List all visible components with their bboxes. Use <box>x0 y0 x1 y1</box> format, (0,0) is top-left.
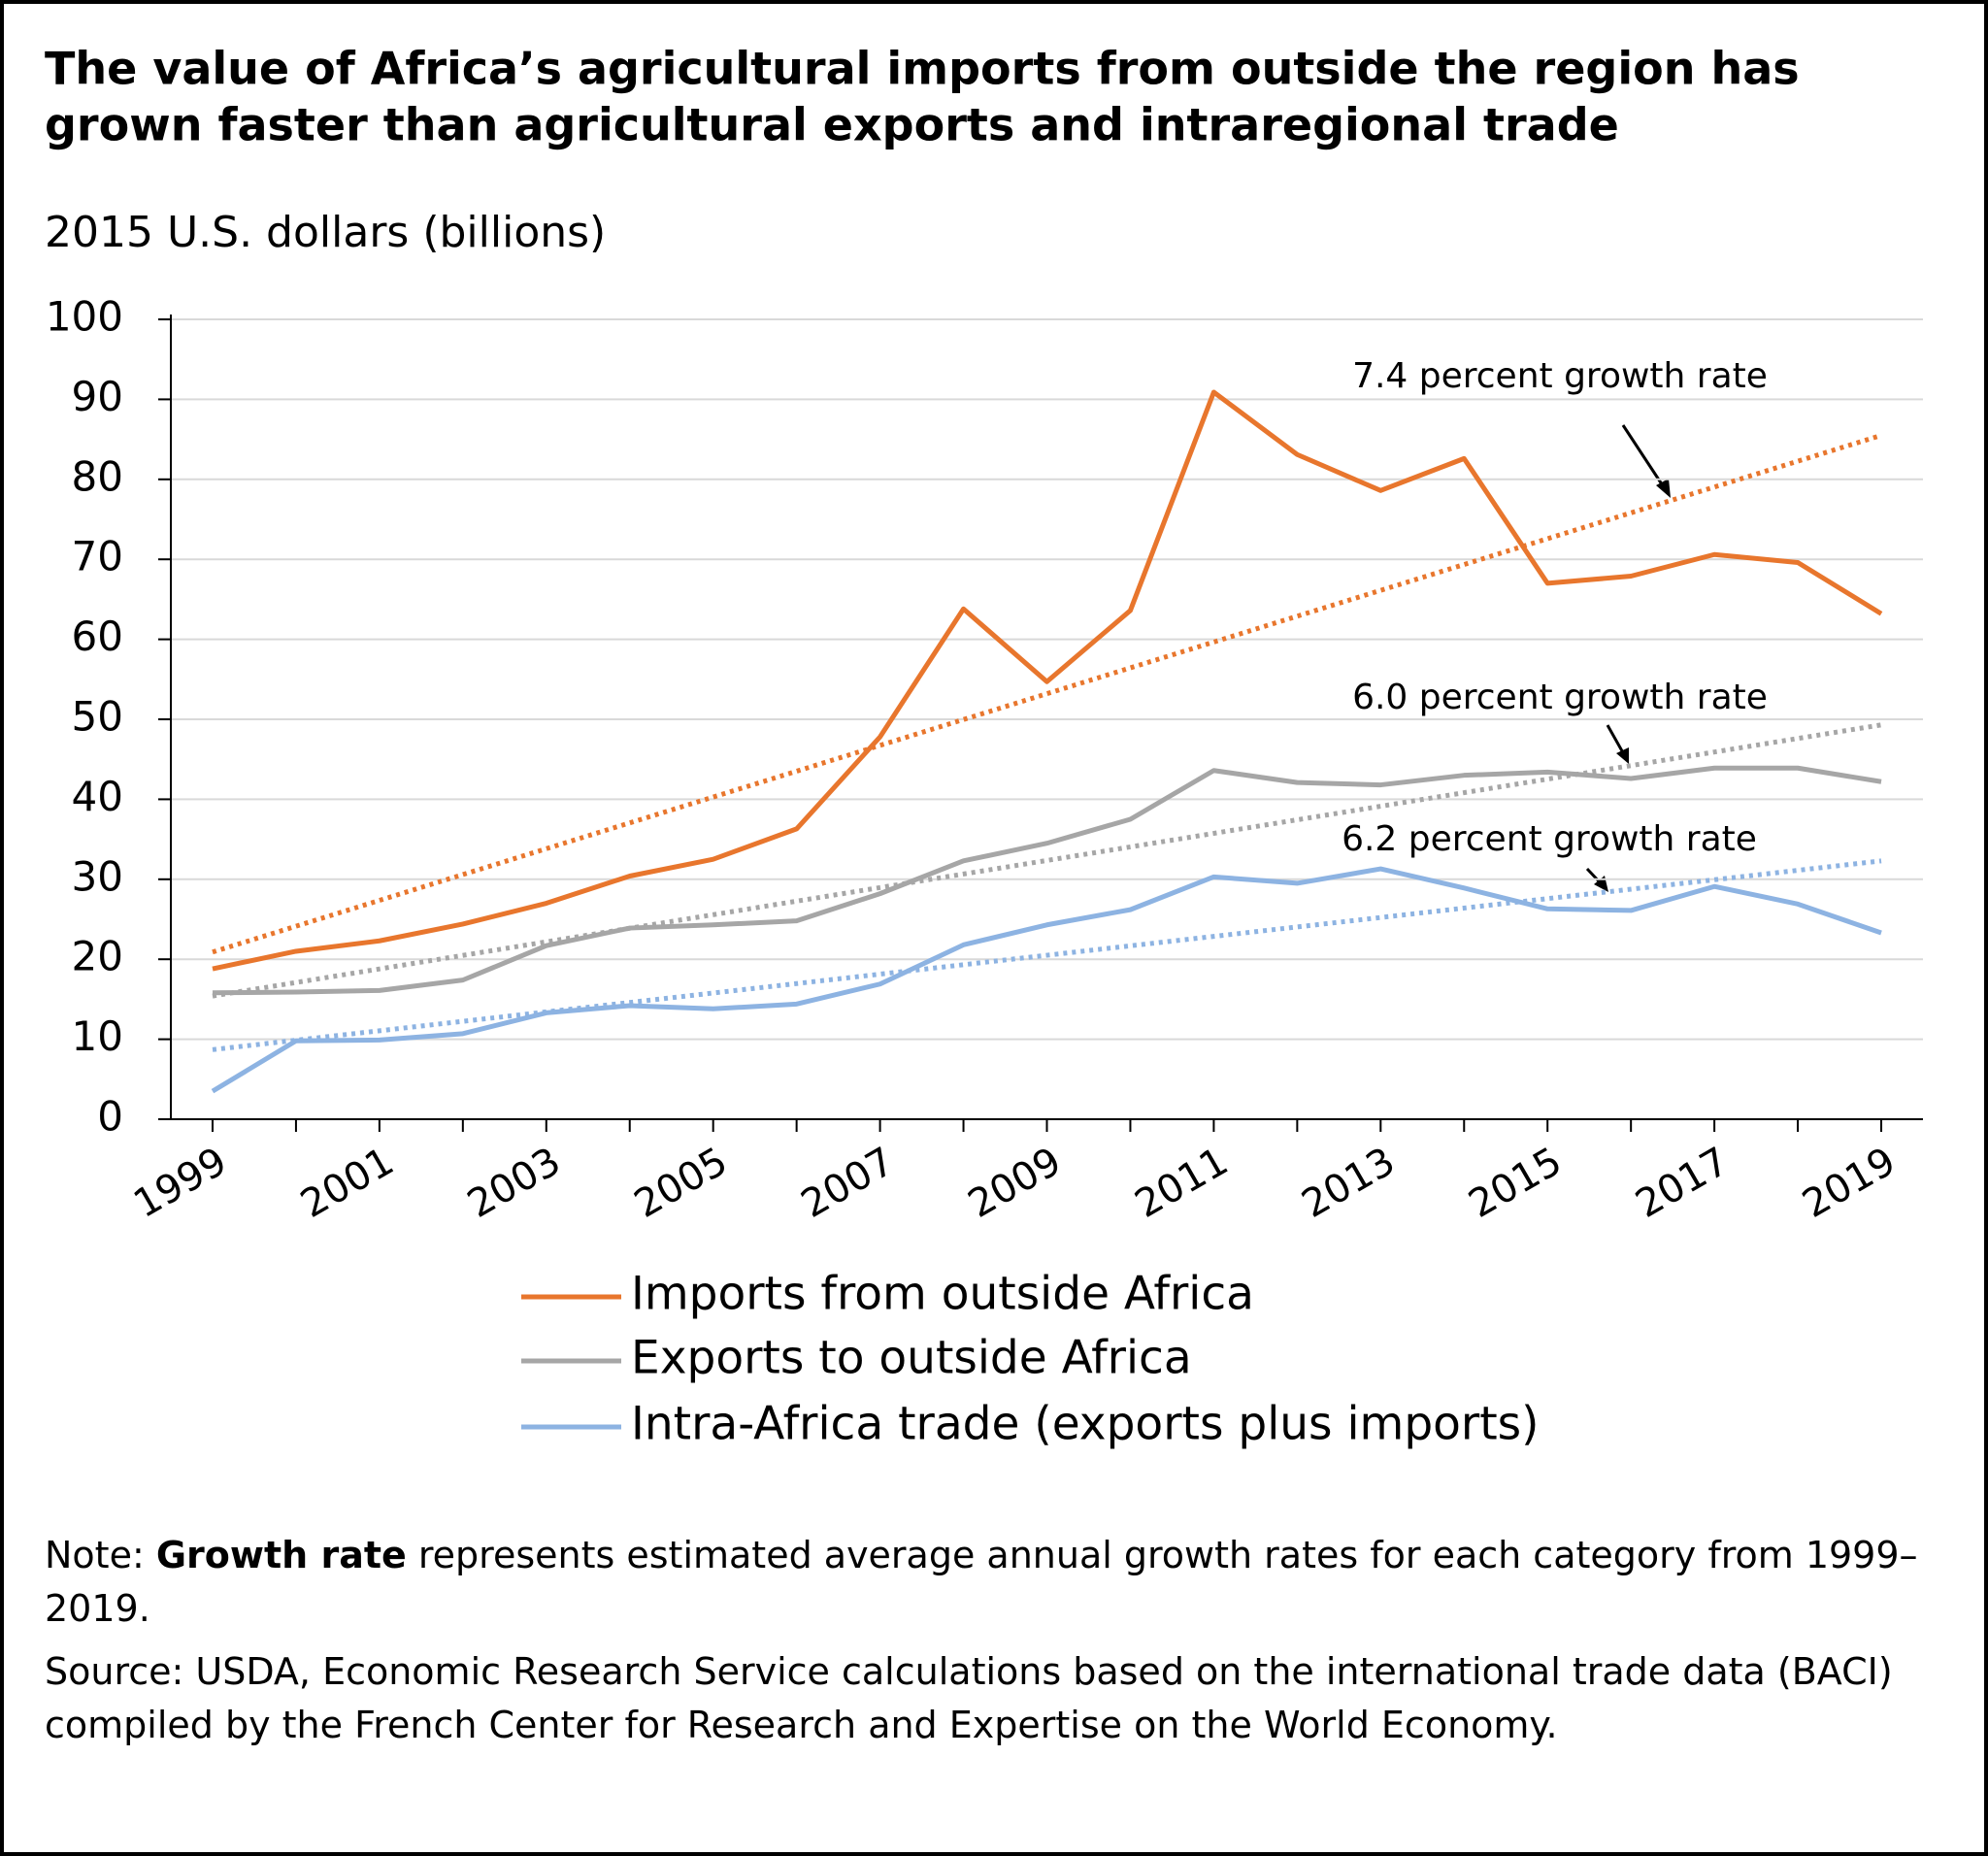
y-tick-label: 90 <box>72 373 123 420</box>
y-tick-label: 100 <box>46 293 123 341</box>
x-tick-label: 1999 <box>126 1139 234 1227</box>
x-tick-label: 2009 <box>961 1139 1069 1227</box>
trend-line <box>212 858 1882 1052</box>
y-tick-label: 70 <box>72 533 123 580</box>
annotation-arrow <box>1621 424 1668 491</box>
trend-line <box>212 433 1882 955</box>
y-tick-label: 30 <box>72 852 123 900</box>
trend-label: 6.2 percent growth rate <box>1342 819 1757 859</box>
note: Note: Growth rate represents estimated a… <box>45 1529 1938 1636</box>
series-line <box>211 866 1882 1094</box>
x-tick-label: 2007 <box>794 1139 902 1227</box>
annotation-arrowhead <box>1616 747 1629 764</box>
y-axis-label: 2015 U.S. dollars (billions) <box>45 208 606 257</box>
x-tick-label: 2003 <box>460 1139 568 1227</box>
trend-line <box>212 722 1882 999</box>
y-tick-label: 80 <box>72 452 123 500</box>
y-tick-label: 0 <box>97 1093 123 1141</box>
x-tick-label: 2019 <box>1795 1139 1903 1227</box>
note-bold: Growth rate <box>155 1534 407 1576</box>
notes: Note: Growth rate represents estimated a… <box>45 1529 1938 1762</box>
chart-title: The value of Africa’s agricultural impor… <box>45 43 1800 95</box>
x-tick-label: 2015 <box>1462 1139 1570 1227</box>
x-tick-label: 2013 <box>1295 1139 1403 1227</box>
note-label: Note: <box>45 1534 145 1576</box>
series-line <box>212 765 1882 996</box>
note-text: represents estimated average annual grow… <box>45 1534 1918 1630</box>
chart-title: grown faster than agricultural exports a… <box>45 99 1619 151</box>
x-tick-label: 2005 <box>627 1139 735 1227</box>
legend-label: Imports from outside Africa <box>631 1268 1254 1321</box>
x-tick-label: 2011 <box>1128 1139 1236 1227</box>
y-tick-label: 10 <box>72 1012 123 1060</box>
y-tick-label: 20 <box>72 933 123 980</box>
trend-label: 6.0 percent growth rate <box>1352 678 1768 717</box>
x-tick-label: 2001 <box>293 1139 401 1227</box>
annotation-arrowhead <box>1656 479 1671 498</box>
x-tick-label: 2017 <box>1628 1139 1736 1227</box>
y-tick-label: 50 <box>72 693 123 741</box>
trend-label: 7.4 percent growth rate <box>1352 356 1768 396</box>
legend-label: Intra-Africa trade (exports plus imports… <box>631 1398 1539 1451</box>
series-line <box>212 389 1883 972</box>
source: Source: USDA, Economic Research Service … <box>45 1650 1893 1746</box>
legend-label: Exports to outside Africa <box>631 1332 1192 1385</box>
y-tick-label: 40 <box>72 773 123 820</box>
y-tick-label: 60 <box>72 613 123 660</box>
